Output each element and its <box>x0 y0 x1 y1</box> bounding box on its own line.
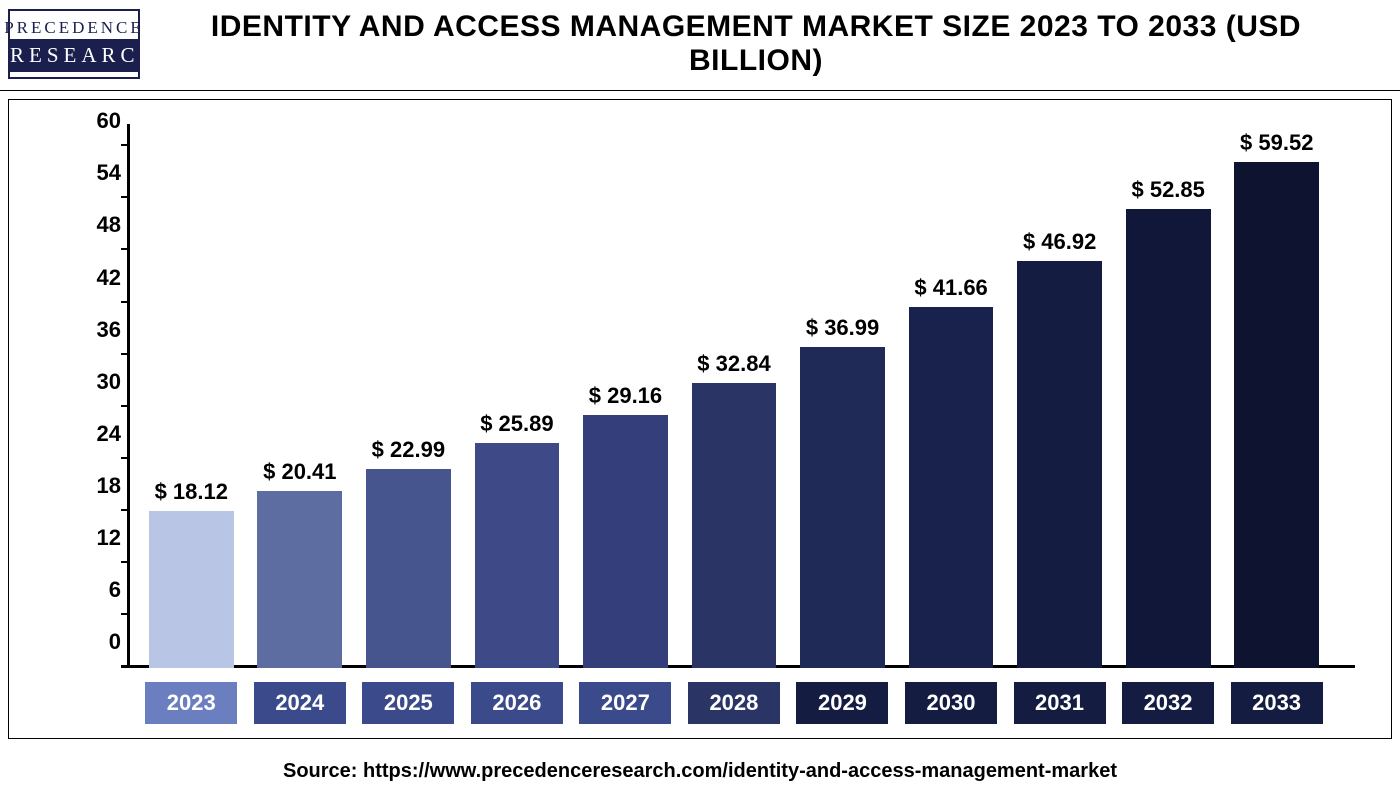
x-tick-label: 2023 <box>145 682 237 724</box>
bar-rect <box>149 511 234 668</box>
bar-rect <box>583 415 668 668</box>
bars-container: $ 18.12 $ 20.41 $ 22.99 $ 25.89 $ 29.16 $ 32.… <box>137 130 1331 668</box>
x-tick-label: 2030 <box>905 682 997 724</box>
y-tick-mark <box>121 353 127 355</box>
y-tick-label: 60 <box>83 108 121 134</box>
brand-logo-line1: PRECEDENCE <box>4 16 144 39</box>
bar-slot: $ 20.41 <box>246 130 355 668</box>
bar-value-label: $ 20.41 <box>263 459 336 485</box>
y-axis-line <box>127 124 130 668</box>
chart-title: IDENTITY AND ACCESS MANAGEMENT MARKET SI… <box>200 10 1392 78</box>
y-tick-label: 6 <box>83 577 121 603</box>
bar-value-label: $ 32.84 <box>697 351 770 377</box>
bar-rect <box>475 443 560 668</box>
y-tick-mark <box>121 509 127 511</box>
bar-slot: $ 52.85 <box>1114 130 1223 668</box>
y-tick-label: 12 <box>83 525 121 551</box>
bar-slot: $ 32.84 <box>680 130 789 668</box>
y-tick-mark <box>121 665 127 667</box>
bar-rect <box>366 469 451 668</box>
bar-value-label: $ 25.89 <box>480 411 553 437</box>
plot-area: $ 18.12 $ 20.41 $ 22.99 $ 25.89 $ 29.16 $ 32.… <box>127 130 1331 668</box>
y-tick-mark <box>121 457 127 459</box>
y-tick-mark <box>121 196 127 198</box>
bar-slot: $ 59.52 <box>1222 130 1331 668</box>
x-tick-label: 2033 <box>1231 682 1323 724</box>
bar-slot: $ 41.66 <box>897 130 1006 668</box>
bar-rect <box>1126 209 1211 668</box>
bar-rect <box>1017 261 1102 668</box>
bar-rect <box>257 491 342 668</box>
y-tick-label: 42 <box>83 265 121 291</box>
source-line: Source: https://www.precedenceresearch.c… <box>0 760 1400 783</box>
bar-slot: $ 18.12 <box>137 130 246 668</box>
y-tick-label: 0 <box>83 629 121 655</box>
y-tick-mark <box>121 405 127 407</box>
bar-value-label: $ 18.12 <box>155 479 228 505</box>
x-tick-label: 2031 <box>1014 682 1106 724</box>
brand-logo: PRECEDENCE RESEARCH <box>8 9 140 79</box>
y-tick-mark <box>121 248 127 250</box>
chart-outer-frame: $ 18.12 $ 20.41 $ 22.99 $ 25.89 $ 29.16 $ 32.… <box>0 90 1400 747</box>
x-tick-label: 2024 <box>254 682 346 724</box>
bar-rect <box>692 383 777 668</box>
y-tick-mark <box>121 144 127 146</box>
x-tick-label: 2026 <box>471 682 563 724</box>
y-tick-label: 36 <box>83 317 121 343</box>
bar-value-label: $ 41.66 <box>914 275 987 301</box>
y-tick-mark <box>121 613 127 615</box>
y-tick-mark <box>121 301 127 303</box>
x-tick-label: 2027 <box>579 682 671 724</box>
bar-value-label: $ 46.92 <box>1023 229 1096 255</box>
y-tick-label: 54 <box>83 160 121 186</box>
y-tick-label: 48 <box>83 212 121 238</box>
chart-inner-frame: $ 18.12 $ 20.41 $ 22.99 $ 25.89 $ 29.16 $ 32.… <box>8 99 1392 739</box>
bar-value-label: $ 22.99 <box>372 437 445 463</box>
bar-value-label: $ 29.16 <box>589 383 662 409</box>
bar-slot: $ 29.16 <box>571 130 680 668</box>
bar-slot: $ 25.89 <box>463 130 572 668</box>
bar-slot: $ 36.99 <box>788 130 897 668</box>
x-tick-label: 2029 <box>796 682 888 724</box>
bar-rect <box>1234 162 1319 668</box>
brand-logo-line2: RESEARCH <box>10 39 138 72</box>
bar-value-label: $ 52.85 <box>1131 177 1204 203</box>
bar-value-label: $ 36.99 <box>806 315 879 341</box>
y-tick-label: 30 <box>83 369 121 395</box>
x-tick-label: 2025 <box>362 682 454 724</box>
bar-slot: $ 22.99 <box>354 130 463 668</box>
x-tick-label: 2028 <box>688 682 780 724</box>
bar-slot: $ 46.92 <box>1005 130 1114 668</box>
bar-rect <box>909 307 994 669</box>
y-tick-label: 18 <box>83 473 121 499</box>
y-tick-label: 24 <box>83 421 121 447</box>
bar-rect <box>800 347 885 668</box>
x-tick-label: 2032 <box>1122 682 1214 724</box>
y-tick-mark <box>121 561 127 563</box>
bar-value-label: $ 59.52 <box>1240 130 1313 156</box>
x-axis-labels: 2023 2024 2025 2026 2027 2028 2029 2030 2031 2032… <box>137 682 1331 724</box>
